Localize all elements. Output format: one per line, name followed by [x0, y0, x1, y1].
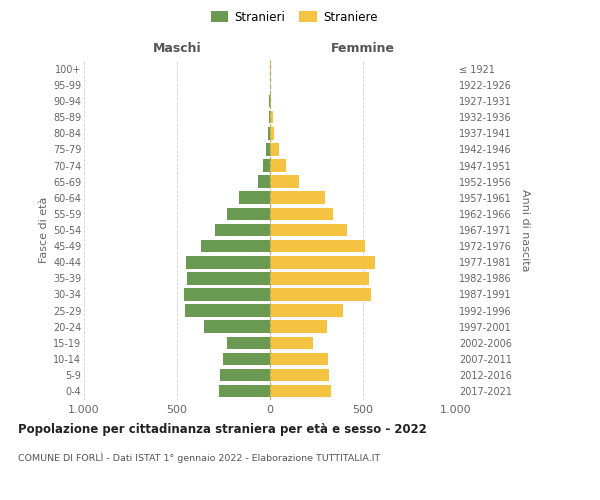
Bar: [223, 352, 270, 365]
Bar: [187, 256, 270, 268]
Bar: [268, 127, 270, 140]
Bar: [220, 368, 270, 382]
Bar: [270, 143, 280, 156]
Bar: [270, 256, 375, 268]
Bar: [270, 272, 368, 284]
Bar: [258, 176, 270, 188]
Bar: [270, 336, 313, 349]
Bar: [270, 95, 271, 108]
Bar: [270, 224, 347, 236]
Bar: [270, 208, 333, 220]
Y-axis label: Anni di nascita: Anni di nascita: [520, 188, 530, 271]
Bar: [266, 143, 270, 156]
Bar: [270, 176, 299, 188]
Bar: [270, 304, 343, 317]
Bar: [270, 240, 365, 252]
Bar: [227, 336, 270, 349]
Legend: Stranieri, Straniere: Stranieri, Straniere: [206, 6, 382, 28]
Bar: [239, 192, 270, 204]
Bar: [187, 272, 270, 284]
Bar: [270, 192, 325, 204]
Text: Popolazione per cittadinanza straniera per età e sesso - 2022: Popolazione per cittadinanza straniera p…: [18, 422, 427, 436]
Y-axis label: Fasce di età: Fasce di età: [38, 197, 49, 263]
Bar: [263, 160, 270, 172]
Bar: [270, 111, 274, 124]
Bar: [270, 127, 274, 140]
Bar: [270, 352, 328, 365]
Bar: [269, 111, 270, 124]
Bar: [270, 385, 331, 398]
Bar: [270, 368, 329, 382]
Bar: [201, 240, 270, 252]
Text: Femmine: Femmine: [331, 42, 395, 55]
Bar: [270, 288, 371, 300]
Bar: [215, 224, 270, 236]
Bar: [204, 320, 270, 333]
Text: COMUNE DI FORLÌ - Dati ISTAT 1° gennaio 2022 - Elaborazione TUTTITALIA.IT: COMUNE DI FORLÌ - Dati ISTAT 1° gennaio …: [18, 452, 380, 463]
Bar: [270, 320, 327, 333]
Bar: [185, 304, 270, 317]
Bar: [270, 160, 286, 172]
Bar: [184, 288, 270, 300]
Bar: [227, 208, 270, 220]
Text: Maschi: Maschi: [152, 42, 202, 55]
Bar: [219, 385, 270, 398]
